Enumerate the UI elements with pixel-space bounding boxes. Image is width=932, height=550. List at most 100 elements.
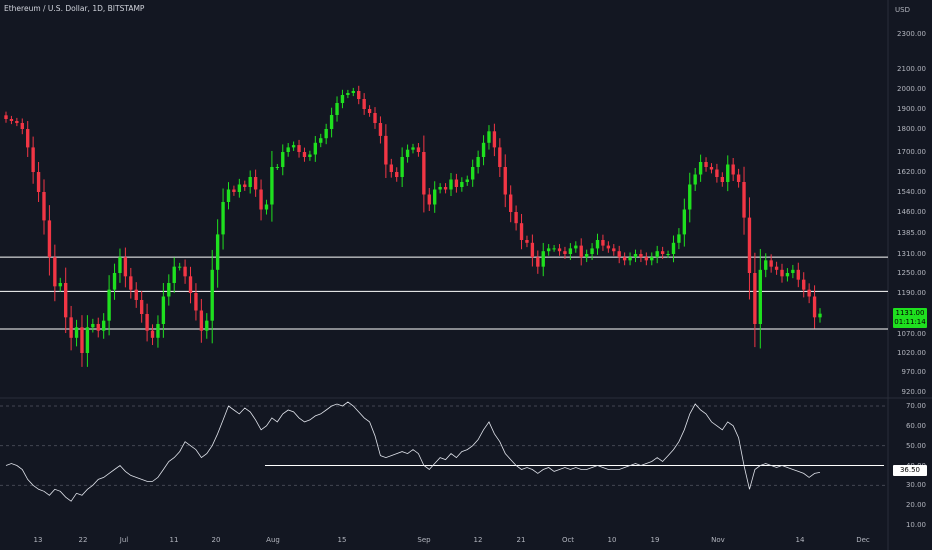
rsi-level-lines bbox=[0, 405, 888, 486]
candle-body bbox=[329, 115, 334, 129]
candle-body bbox=[91, 324, 95, 328]
candle-body bbox=[145, 314, 149, 331]
candle-body bbox=[302, 152, 307, 157]
candle-body bbox=[172, 266, 176, 283]
candle-body bbox=[319, 138, 323, 143]
candle-body bbox=[395, 172, 399, 177]
candle-body bbox=[161, 296, 166, 324]
candle-body bbox=[313, 142, 318, 155]
candle-body bbox=[764, 260, 768, 270]
candle-body bbox=[58, 283, 62, 287]
price-tick-label: 1190.00 bbox=[897, 289, 926, 297]
candle-body bbox=[264, 204, 269, 210]
currency-label: USD bbox=[895, 6, 910, 14]
candle-body bbox=[378, 123, 383, 136]
candle-body bbox=[677, 234, 681, 243]
time-tick-label: 14 bbox=[795, 536, 805, 544]
candle-body bbox=[80, 327, 84, 353]
candle-body bbox=[47, 220, 52, 258]
price-tick-label: 1540.00 bbox=[897, 188, 926, 196]
candle-body bbox=[362, 99, 366, 109]
candle-body bbox=[53, 257, 57, 287]
rsi-tick-label: 70.00 bbox=[905, 402, 926, 410]
time-tick-label: Dec bbox=[856, 536, 870, 544]
candle-body bbox=[742, 182, 746, 218]
candle-body bbox=[118, 257, 122, 273]
candle-body bbox=[612, 248, 616, 252]
price-tick-label: 1385.00 bbox=[897, 229, 926, 237]
candle-body bbox=[503, 167, 507, 195]
candle-body bbox=[232, 189, 236, 192]
candlestick-series bbox=[4, 85, 822, 367]
candle-body bbox=[454, 179, 459, 187]
candle-body bbox=[275, 167, 280, 168]
candle-body bbox=[183, 266, 187, 277]
candle-body bbox=[139, 300, 144, 314]
time-tick-label: 22 bbox=[78, 536, 88, 544]
candle-body bbox=[758, 269, 762, 324]
candle-body bbox=[340, 95, 345, 103]
candle-body bbox=[42, 192, 46, 221]
price-tick-label: 2000.00 bbox=[897, 85, 926, 93]
price-tick-label: 1460.00 bbox=[897, 208, 926, 216]
candle-body bbox=[525, 240, 529, 243]
candle-body bbox=[210, 269, 214, 321]
candle-body bbox=[617, 251, 621, 258]
candle-body bbox=[688, 184, 692, 210]
candle-body bbox=[96, 324, 100, 331]
time-tick-label: 20 bbox=[211, 536, 221, 544]
candle-body bbox=[297, 145, 301, 152]
candle-body bbox=[107, 289, 111, 321]
time-tick-label: 10 bbox=[607, 536, 617, 544]
candle-body bbox=[731, 164, 735, 175]
candle-body bbox=[595, 240, 600, 249]
candle-body bbox=[226, 189, 231, 202]
candle-body bbox=[698, 162, 703, 175]
candle-body bbox=[134, 289, 138, 300]
price-tick-label: 1310.00 bbox=[897, 250, 926, 258]
candle-body bbox=[405, 149, 410, 157]
candle-body bbox=[519, 223, 524, 240]
candle-body bbox=[650, 257, 654, 261]
candle-body bbox=[101, 320, 106, 331]
price-tick-label: 1700.00 bbox=[897, 148, 926, 156]
candle-countdown: 01:11:14 bbox=[894, 318, 926, 326]
price-tick-label: 2100.00 bbox=[897, 65, 926, 73]
candle-body bbox=[639, 254, 643, 258]
symbol-title[interactable]: Ethereum / U.S. Dollar, 1D, BITSTAMP bbox=[4, 4, 145, 13]
current-price-value: 1131.00 bbox=[895, 309, 925, 317]
rsi-value-badge: 36.50 bbox=[893, 465, 927, 476]
candle-body bbox=[660, 251, 665, 254]
candle-body bbox=[601, 240, 605, 246]
candle-body bbox=[248, 177, 252, 187]
time-tick-label: 12 bbox=[473, 536, 483, 544]
candle-body bbox=[389, 164, 393, 172]
candle-body bbox=[237, 184, 242, 192]
candle-body bbox=[351, 91, 355, 93]
candle-body bbox=[780, 269, 784, 277]
candle-body bbox=[253, 177, 258, 190]
time-tick-label: 15 bbox=[337, 536, 347, 544]
candle-body bbox=[465, 179, 469, 182]
candle-body bbox=[671, 242, 676, 254]
candle-body bbox=[720, 177, 725, 182]
candle-body bbox=[31, 147, 35, 172]
candle-body bbox=[270, 167, 274, 205]
candle-body bbox=[259, 189, 263, 210]
candle-body bbox=[769, 260, 773, 267]
price-tick-label: 2300.00 bbox=[897, 30, 926, 38]
candle-body bbox=[508, 194, 513, 212]
rsi-tick-label: 20.00 bbox=[905, 501, 926, 510]
candle-body bbox=[64, 283, 68, 318]
rsi-tick-label: 10.00 bbox=[905, 521, 926, 529]
candle-body bbox=[574, 245, 578, 249]
candle-body bbox=[563, 251, 567, 254]
candle-body bbox=[590, 248, 594, 254]
time-tick-label: Sep bbox=[417, 536, 431, 544]
candle-body bbox=[324, 129, 328, 139]
candle-body bbox=[492, 131, 497, 148]
candle-body bbox=[557, 248, 562, 252]
time-tick-label: Jul bbox=[119, 536, 129, 544]
